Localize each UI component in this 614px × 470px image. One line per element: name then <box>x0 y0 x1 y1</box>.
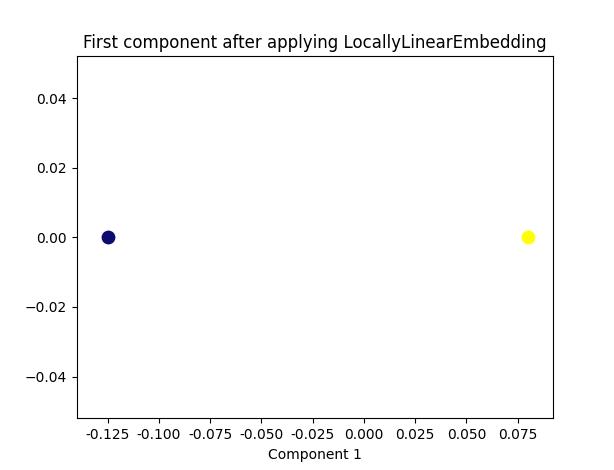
Title: First component after applying LocallyLinearEmbedding: First component after applying LocallyLi… <box>83 34 546 52</box>
Point <box>523 234 533 241</box>
X-axis label: Component 1: Component 1 <box>268 447 362 462</box>
Point <box>103 234 112 241</box>
